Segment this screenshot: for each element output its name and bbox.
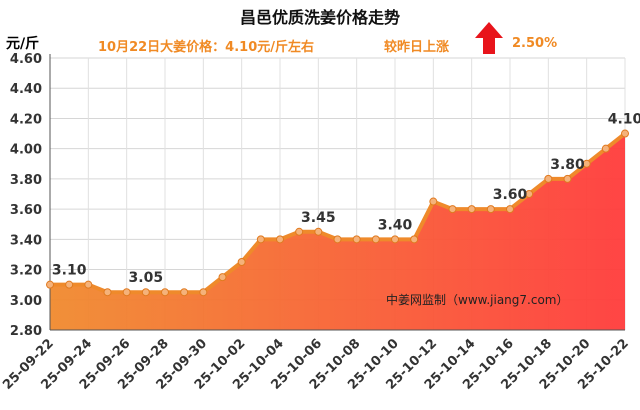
data-point xyxy=(467,205,476,214)
data-point xyxy=(46,280,54,289)
data-point xyxy=(506,205,514,214)
data-point xyxy=(563,174,572,183)
data-point xyxy=(486,205,495,214)
change-percent: 2.50% xyxy=(512,36,558,51)
y-tick-label: 3.80 xyxy=(10,173,42,188)
y-tick-label: 3.00 xyxy=(10,294,42,309)
data-point xyxy=(544,174,553,183)
data-point xyxy=(161,288,169,297)
y-tick-label: 4.60 xyxy=(10,52,42,67)
x-tick-labels: 25-09-2225-09-2425-09-2625-09-2825-09-30… xyxy=(0,336,632,393)
data-point xyxy=(371,235,380,244)
y-axis-unit: 元/斤 xyxy=(6,36,40,52)
data-point xyxy=(199,288,208,297)
data-point xyxy=(103,288,112,297)
y-tick-label: 2.80 xyxy=(10,324,42,339)
data-point xyxy=(141,288,150,297)
data-label: 3.40 xyxy=(378,217,413,233)
data-point xyxy=(352,235,361,244)
data-label: 3.60 xyxy=(493,187,528,203)
data-point xyxy=(180,288,189,297)
y-tick-label: 4.00 xyxy=(10,143,42,158)
y-tick-label: 3.40 xyxy=(10,233,42,248)
data-point xyxy=(429,197,438,206)
up-arrow-icon xyxy=(475,22,503,54)
data-point xyxy=(582,159,591,168)
price-area xyxy=(50,133,625,330)
area-fill xyxy=(50,133,625,330)
data-point xyxy=(410,235,419,244)
data-labels: 3.10 3.05 3.45 3.40 3.60 3.80 4.10 xyxy=(52,112,640,287)
price-summary: 10月22日大姜价格：4.10元/斤左右 xyxy=(98,40,315,55)
y-tick-labels: 2.80 3.00 3.20 3.40 3.60 3.80 4.00 4.20 4.40 4.60 xyxy=(10,52,42,339)
chart-title: 昌邑优质洗姜价格走势 xyxy=(239,8,400,27)
data-point xyxy=(601,144,610,153)
data-point xyxy=(237,258,246,266)
change-text: 较昨日上涨 xyxy=(384,40,450,55)
data-label: 4.10 xyxy=(608,112,640,128)
data-point xyxy=(122,288,131,297)
y-tick-label: 3.60 xyxy=(10,203,42,218)
data-point xyxy=(448,205,457,214)
data-point xyxy=(314,227,323,236)
data-point xyxy=(525,190,534,198)
data-point xyxy=(218,273,227,282)
data-point xyxy=(256,235,265,244)
data-point xyxy=(391,235,399,244)
data-label: 3.10 xyxy=(52,263,87,279)
y-tick-label: 4.40 xyxy=(10,82,42,97)
data-point xyxy=(333,235,342,244)
data-point xyxy=(295,227,304,236)
data-point xyxy=(65,280,74,289)
data-point xyxy=(276,235,284,244)
data-label: 3.80 xyxy=(550,157,585,173)
data-point xyxy=(621,129,629,138)
data-point xyxy=(84,280,93,289)
data-label: 3.45 xyxy=(301,210,336,226)
data-points xyxy=(46,129,629,297)
y-tick-label: 4.20 xyxy=(10,112,42,127)
watermark: 中姜网监制（www.jiang7.com） xyxy=(386,293,569,307)
y-tick-label: 3.20 xyxy=(10,264,42,279)
data-label: 3.05 xyxy=(129,270,164,286)
